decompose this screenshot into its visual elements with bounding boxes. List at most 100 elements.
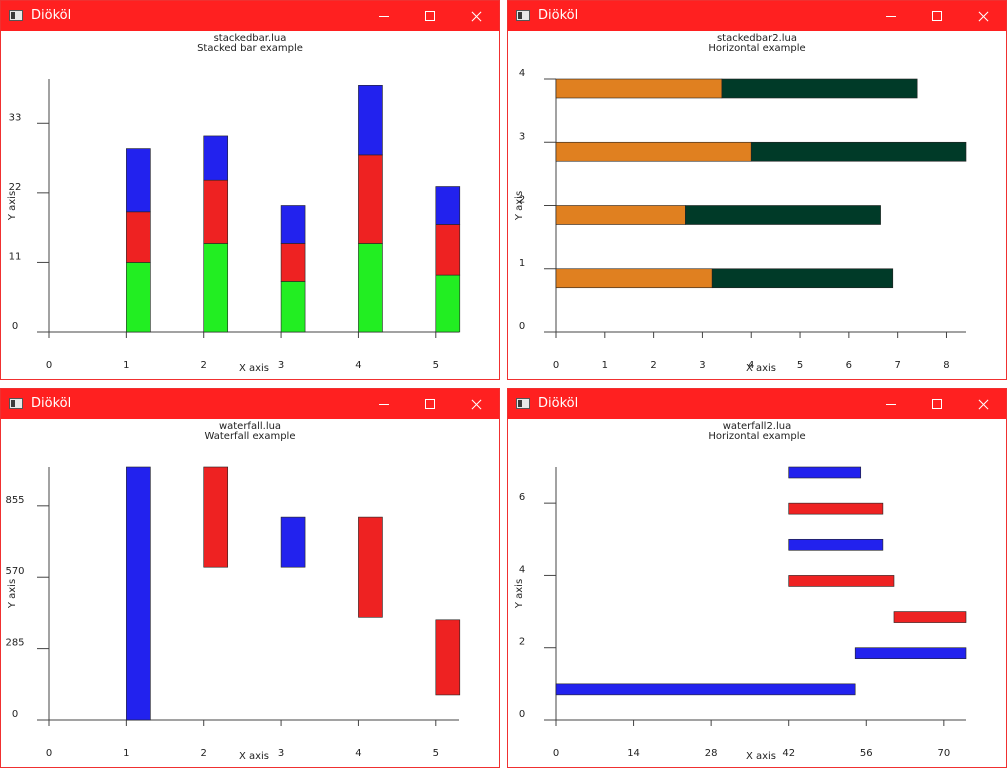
x-tick-label: 4 xyxy=(355,360,361,371)
app-icon xyxy=(516,10,530,21)
window-stackedbar2[interactable]: Diököl stackedbar2.lua Horizontal example… xyxy=(507,0,1007,380)
bar-segment xyxy=(280,243,306,282)
y-tick-label: 2 xyxy=(519,195,525,206)
x-tick-label: 56 xyxy=(860,748,873,759)
bar-segment xyxy=(435,224,461,276)
window-title: Diököl xyxy=(538,8,579,23)
y-axis-label: Y axis xyxy=(514,579,525,609)
x-tick-label: 5 xyxy=(797,360,803,371)
y-tick-label: 0 xyxy=(12,709,18,720)
x-tick-label: 2 xyxy=(650,360,656,371)
app-icon xyxy=(516,398,530,409)
waterfall-bar xyxy=(788,538,884,551)
bar-segment xyxy=(555,141,752,162)
window-stackedbar[interactable]: Diököl stackedbar.lua Stacked bar example… xyxy=(0,0,500,380)
x-tick-label: 2 xyxy=(201,360,207,371)
x-axis-label: X axis xyxy=(746,363,776,374)
bar-segment xyxy=(435,186,461,225)
x-axis-label: X axis xyxy=(239,363,269,374)
title-bar[interactable]: Diököl xyxy=(1,1,499,31)
window-title: Diököl xyxy=(31,396,72,411)
chart-subtitle: Stacked bar example xyxy=(197,43,303,54)
window-title: Diököl xyxy=(538,396,579,411)
x-tick-label: 6 xyxy=(846,360,852,371)
x-tick-label: 4 xyxy=(355,748,361,759)
app-icon xyxy=(9,10,23,21)
waterfall-bar xyxy=(788,466,862,479)
x-tick-label: 0 xyxy=(553,748,559,759)
x-tick-label: 1 xyxy=(123,360,129,371)
bar-segment xyxy=(358,154,383,244)
chart-subtitle: Horizontal example xyxy=(708,431,805,442)
maximize-button[interactable] xyxy=(407,389,453,419)
app-icon xyxy=(9,398,23,409)
x-tick-label: 28 xyxy=(705,748,718,759)
bar-segment xyxy=(203,243,229,333)
title-bar[interactable]: Diököl xyxy=(1,389,499,419)
x-tick-label: 42 xyxy=(782,748,795,759)
waterfall-bar xyxy=(788,575,895,587)
y-tick-label: 4 xyxy=(519,564,525,575)
minimize-button[interactable] xyxy=(868,1,914,31)
waterfall-bar xyxy=(788,502,884,515)
window-waterfall[interactable]: Diököl waterfall.lua Waterfall example 0 28… xyxy=(0,388,500,768)
x-tick-label: 0 xyxy=(46,748,52,759)
x-axis-label: X axis xyxy=(746,751,776,762)
title-bar[interactable]: Diököl xyxy=(508,1,1006,31)
bar-segment xyxy=(280,281,306,333)
minimize-button[interactable] xyxy=(361,1,407,31)
waterfall-bar xyxy=(280,516,306,568)
x-axis-label: X axis xyxy=(239,751,269,762)
x-tick-label: 7 xyxy=(894,360,900,371)
x-tick-label: 1 xyxy=(123,748,129,759)
y-tick-label: 3 xyxy=(519,131,525,142)
x-tick-label: 3 xyxy=(278,360,284,371)
bar-segment xyxy=(555,205,686,225)
maximize-button[interactable] xyxy=(914,389,960,419)
waterfall-bar xyxy=(126,466,151,721)
x-tick-label: 0 xyxy=(46,360,52,371)
bar-segment xyxy=(721,78,918,99)
bar-segment xyxy=(555,268,713,289)
close-button[interactable] xyxy=(960,389,1006,419)
chart-subtitle: Waterfall example xyxy=(205,431,296,442)
y-axis-label: Y axis xyxy=(7,191,18,221)
minimize-button[interactable] xyxy=(868,389,914,419)
waterfall-bar xyxy=(555,683,856,696)
bar-segment xyxy=(126,211,151,263)
y-tick-label: 855 xyxy=(5,495,24,506)
waterfall-bar xyxy=(893,611,967,623)
y-axis-label: Y axis xyxy=(514,191,525,221)
y-tick-label: 0 xyxy=(12,321,18,332)
x-tick-label: 2 xyxy=(201,748,207,759)
close-button[interactable] xyxy=(453,1,499,31)
y-tick-label: 0 xyxy=(519,321,525,332)
bar-segment xyxy=(711,268,894,289)
bar-segment xyxy=(203,179,229,244)
bar-segment xyxy=(203,135,229,181)
waterfall-bar xyxy=(435,619,461,696)
bar-segment xyxy=(435,274,461,333)
waterfall-bar xyxy=(203,466,229,568)
bar-segment xyxy=(750,141,967,162)
maximize-button[interactable] xyxy=(914,1,960,31)
bar-segment xyxy=(555,78,723,99)
y-tick-label: 11 xyxy=(9,251,22,262)
close-button[interactable] xyxy=(960,1,1006,31)
close-button[interactable] xyxy=(453,389,499,419)
y-tick-label: 1 xyxy=(519,258,525,269)
title-bar[interactable]: Diököl xyxy=(508,389,1006,419)
maximize-button[interactable] xyxy=(407,1,453,31)
window-waterfall2[interactable]: Diököl waterfall2.lua Horizontal example 0… xyxy=(507,388,1007,768)
window-title: Diököl xyxy=(31,8,72,23)
y-tick-label: 33 xyxy=(9,112,22,123)
y-tick-label: 22 xyxy=(9,182,22,193)
waterfall-bar xyxy=(358,516,383,618)
y-axis-label: Y axis xyxy=(7,579,18,609)
minimize-button[interactable] xyxy=(361,389,407,419)
x-tick-label: 0 xyxy=(553,360,559,371)
